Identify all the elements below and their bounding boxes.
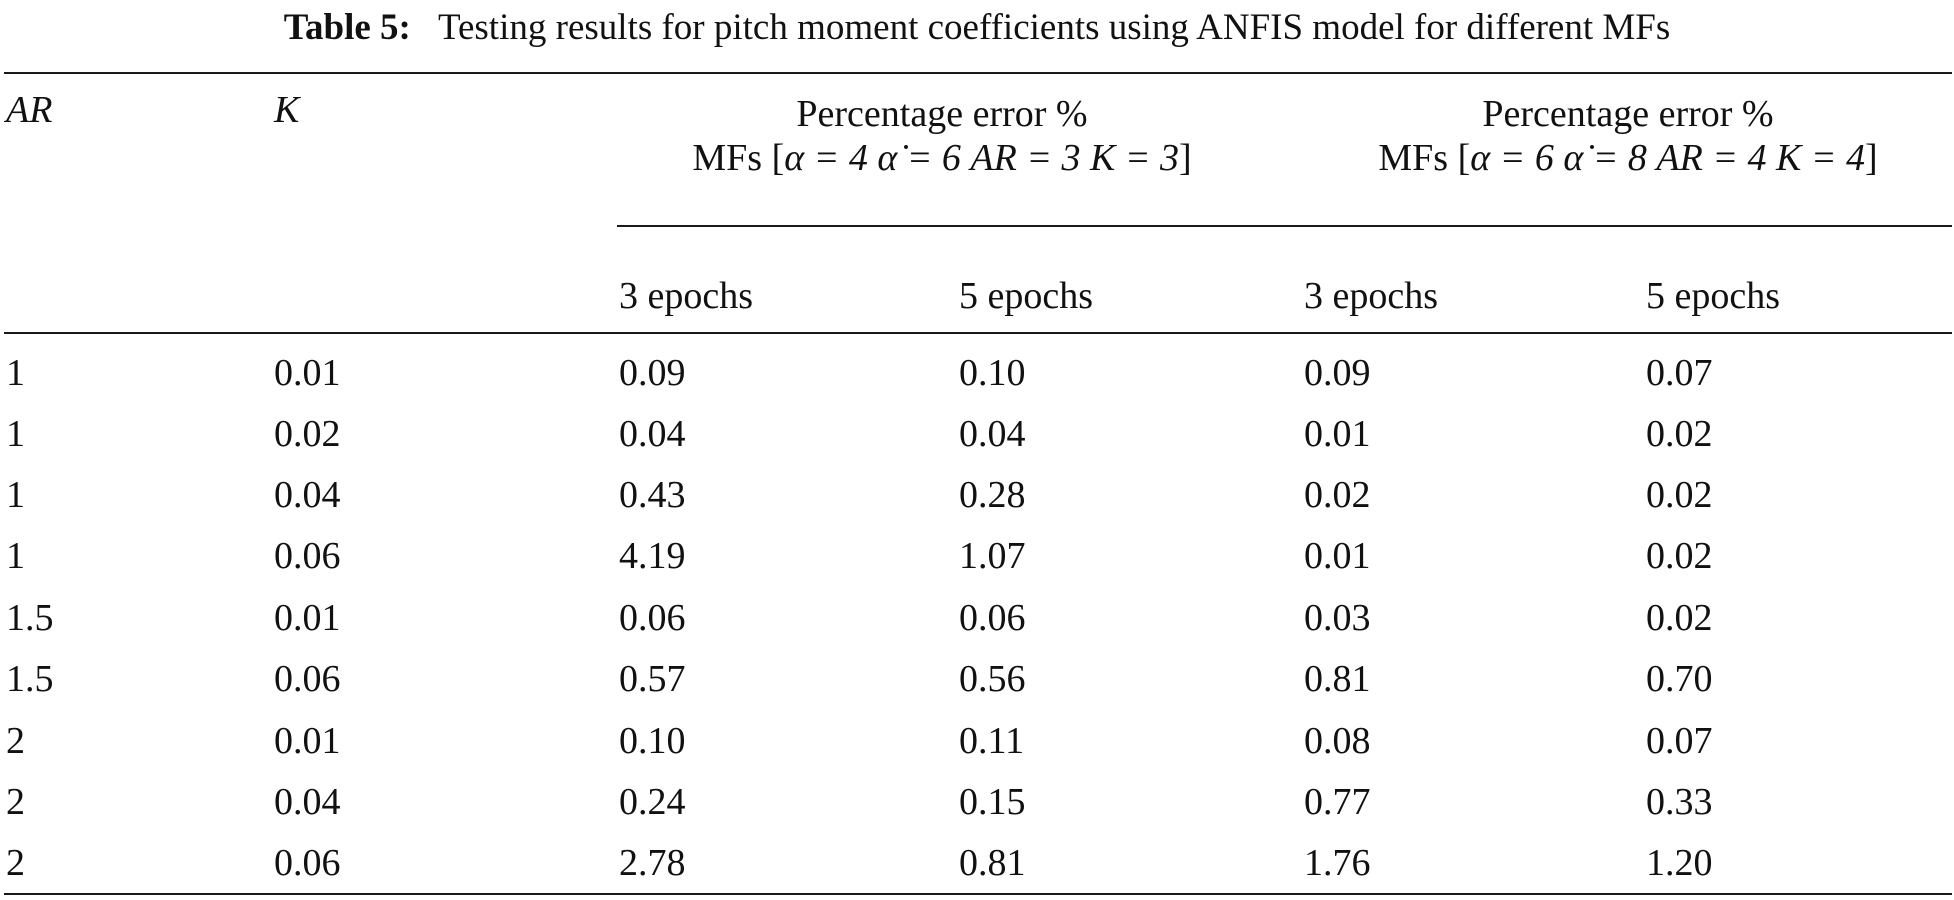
cell-g1-3-epochs: 0.04 — [619, 413, 686, 455]
cell-g1-3-epochs: 0.09 — [619, 352, 686, 394]
cell-g2-5-epochs: 1.20 — [1646, 842, 1713, 884]
cell-g1-5-epochs: 0.56 — [959, 658, 1026, 700]
cell-g2-3-epochs: 0.08 — [1304, 720, 1371, 762]
header-rule — [4, 332, 1952, 334]
cell-g2-3-epochs: 0.01 — [1304, 413, 1371, 455]
table-caption: Table 5: Testing results for pitch momen… — [0, 0, 1954, 56]
group-1-mfs: MFs [α = 4 α̇ = 6 AR = 3 K = 3] — [617, 136, 1267, 180]
cell-g1-3-epochs: 2.78 — [619, 842, 686, 884]
cell-g2-3-epochs: 0.81 — [1304, 658, 1371, 700]
cell-k: 0.01 — [274, 597, 341, 639]
cell-g2-3-epochs: 0.01 — [1304, 535, 1371, 577]
cell-k: 0.06 — [274, 658, 341, 700]
group-1-mfs-suffix: ] — [1178, 137, 1192, 179]
cell-g1-3-epochs: 0.10 — [619, 720, 686, 762]
group-2-title: Percentage error % — [1482, 93, 1774, 135]
cell-g2-5-epochs: 0.07 — [1646, 352, 1713, 394]
cell-g2-5-epochs: 0.02 — [1646, 597, 1713, 639]
subheader-g2-5-epochs: 5 epochs — [1646, 275, 1781, 317]
cell-g2-3-epochs: 0.02 — [1304, 474, 1371, 516]
bottom-rule — [4, 893, 1952, 895]
header-k: K — [274, 89, 300, 131]
cell-ar: 1 — [6, 474, 25, 516]
cell-g1-3-epochs: 0.24 — [619, 781, 686, 823]
group-2-mfs-prefix: MFs [ — [1378, 137, 1471, 179]
cell-k: 0.04 — [274, 474, 341, 516]
table-row: 1 0.01 0.09 0.10 0.09 0.07 — [0, 342, 1954, 404]
subheader-g1-3-epochs: 3 epochs — [619, 275, 754, 317]
cell-g1-3-epochs: 0.57 — [619, 658, 686, 700]
cell-g2-5-epochs: 0.02 — [1646, 535, 1713, 577]
cell-g2-5-epochs: 0.33 — [1646, 781, 1713, 823]
table-row: 2 0.06 2.78 0.81 1.76 1.20 — [0, 832, 1954, 894]
cell-g1-5-epochs: 0.11 — [959, 720, 1025, 762]
cell-g1-5-epochs: 0.15 — [959, 781, 1026, 823]
table-row: 1 0.02 0.04 0.04 0.01 0.02 — [0, 403, 1954, 465]
table-row: 1 0.04 0.43 0.28 0.02 0.02 — [0, 464, 1954, 526]
cell-g1-5-epochs: 0.28 — [959, 474, 1026, 516]
table-row: 2 0.01 0.10 0.11 0.08 0.07 — [0, 710, 1954, 772]
cell-ar: 2 — [6, 720, 25, 762]
subheader-g2-3-epochs: 3 epochs — [1304, 275, 1439, 317]
cell-g1-5-epochs: 0.04 — [959, 413, 1026, 455]
cell-g2-3-epochs: 0.03 — [1304, 597, 1371, 639]
table-row: 1.5 0.06 0.57 0.56 0.81 0.70 — [0, 648, 1954, 710]
cell-k: 0.06 — [274, 842, 341, 884]
group-1-mfs-prefix: MFs [ — [692, 137, 785, 179]
cell-g1-5-epochs: 0.10 — [959, 352, 1026, 394]
cell-g1-3-epochs: 4.19 — [619, 535, 686, 577]
cell-k: 0.01 — [274, 352, 341, 394]
caption-text: Testing results for pitch moment coeffic… — [437, 7, 1671, 48]
group-2-mfs: MFs [α = 6 α̇ = 8 AR = 4 K = 4] — [1302, 136, 1954, 180]
cell-ar: 2 — [6, 842, 25, 884]
cell-g2-5-epochs: 0.70 — [1646, 658, 1713, 700]
group-header-2: Percentage error % MFs [α = 6 α̇ = 8 AR … — [1302, 92, 1954, 180]
group-1-mfs-params: α = 4 α̇ = 6 AR = 3 K = 3 — [784, 137, 1179, 179]
cell-g2-3-epochs: 1.76 — [1304, 842, 1371, 884]
cell-g1-3-epochs: 0.06 — [619, 597, 686, 639]
group-1-title: Percentage error % — [796, 93, 1088, 135]
cell-g2-5-epochs: 0.02 — [1646, 413, 1713, 455]
cell-ar: 1 — [6, 535, 25, 577]
cell-ar: 1.5 — [6, 597, 54, 639]
cell-ar: 1 — [6, 413, 25, 455]
cell-k: 0.02 — [274, 413, 341, 455]
cell-g2-5-epochs: 0.02 — [1646, 474, 1713, 516]
caption-spacer — [420, 7, 429, 48]
group-2-mfs-params: α = 6 α̇ = 8 AR = 4 K = 4 — [1470, 137, 1865, 179]
cell-g1-5-epochs: 0.81 — [959, 842, 1026, 884]
cell-g1-3-epochs: 0.43 — [619, 474, 686, 516]
group-header-1: Percentage error % MFs [α = 4 α̇ = 6 AR … — [617, 92, 1267, 180]
group-2-mfs-suffix: ] — [1864, 137, 1878, 179]
header-ar: AR — [6, 89, 53, 131]
cell-g2-3-epochs: 0.77 — [1304, 781, 1371, 823]
subheader-g1-5-epochs: 5 epochs — [959, 275, 1094, 317]
cell-k: 0.04 — [274, 781, 341, 823]
group-rule — [617, 225, 1952, 227]
table-row: 2 0.04 0.24 0.15 0.77 0.33 — [0, 771, 1954, 833]
cell-k: 0.01 — [274, 720, 341, 762]
cell-ar: 1 — [6, 352, 25, 394]
cell-ar: 2 — [6, 781, 25, 823]
table-row: 1.5 0.01 0.06 0.06 0.03 0.02 — [0, 587, 1954, 649]
cell-g2-5-epochs: 0.07 — [1646, 720, 1713, 762]
top-rule — [4, 72, 1952, 74]
cell-g2-3-epochs: 0.09 — [1304, 352, 1371, 394]
table-row: 1 0.06 4.19 1.07 0.01 0.02 — [0, 525, 1954, 587]
cell-ar: 1.5 — [6, 658, 54, 700]
cell-g1-5-epochs: 1.07 — [959, 535, 1026, 577]
caption-label: Table 5: — [283, 7, 411, 48]
cell-k: 0.06 — [274, 535, 341, 577]
cell-g1-5-epochs: 0.06 — [959, 597, 1026, 639]
